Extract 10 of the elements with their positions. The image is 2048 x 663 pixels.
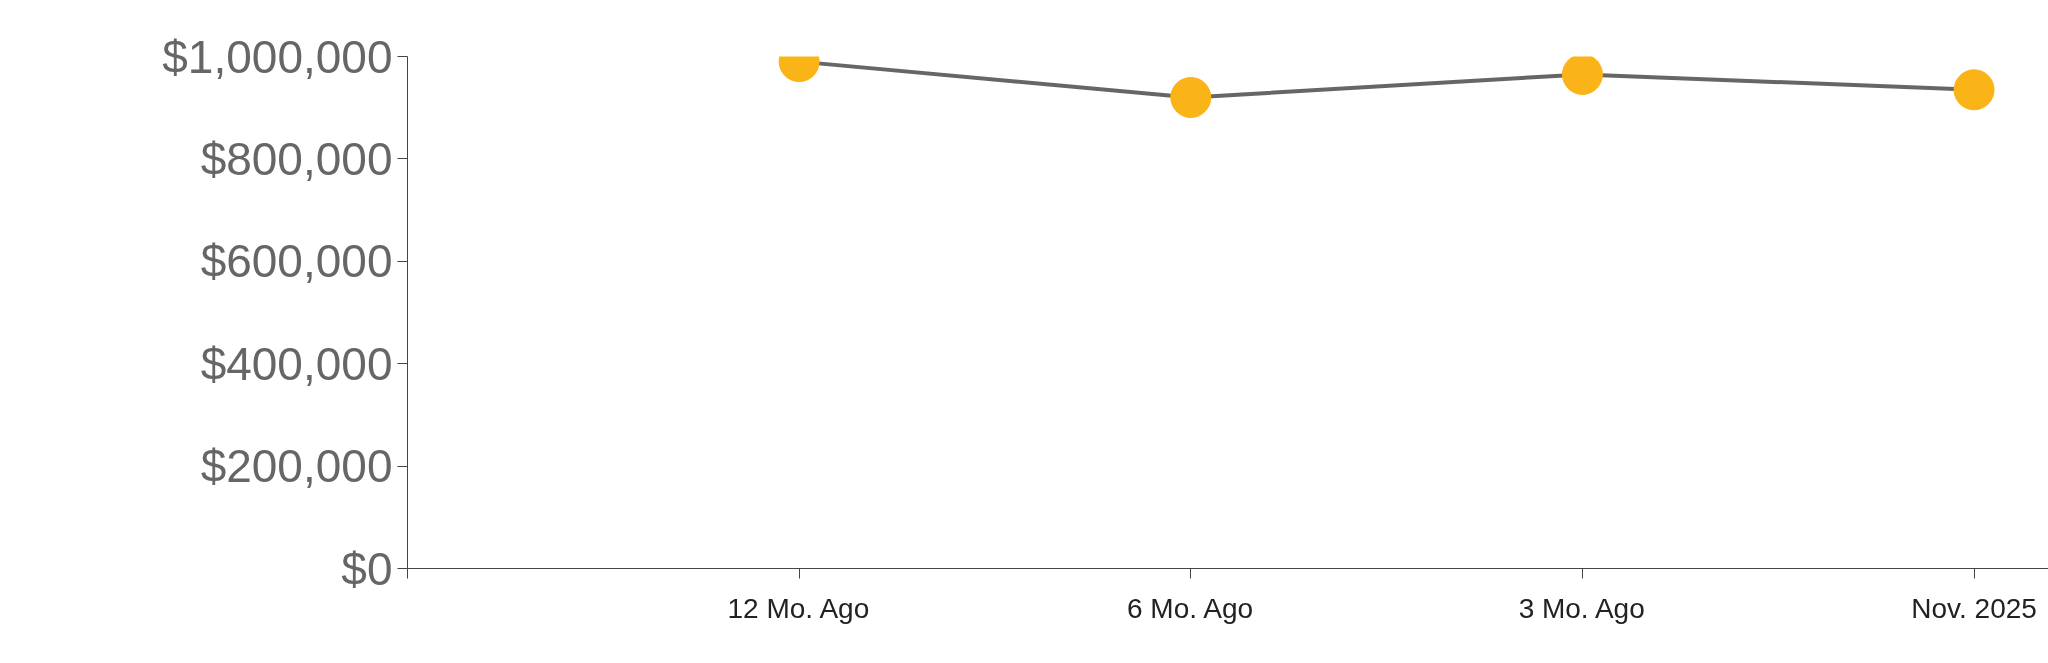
y-tick-label: $0 [341, 542, 393, 595]
y-tick-label: $1,000,000 [162, 30, 393, 83]
x-tick-label: Nov. 2025 [1911, 592, 2037, 624]
x-tick-label: 6 Mo. Ago [1126, 592, 1254, 624]
x-tick-label: 12 Mo. Ago [727, 592, 870, 624]
y-tick-label: $400,000 [200, 337, 393, 390]
y-tick-label: $800,000 [200, 132, 393, 185]
y-tick-label: $200,000 [200, 440, 393, 493]
x-tick-label: 3 Mo. Ago [1518, 592, 1645, 624]
y-tick-label: $600,000 [200, 235, 393, 288]
